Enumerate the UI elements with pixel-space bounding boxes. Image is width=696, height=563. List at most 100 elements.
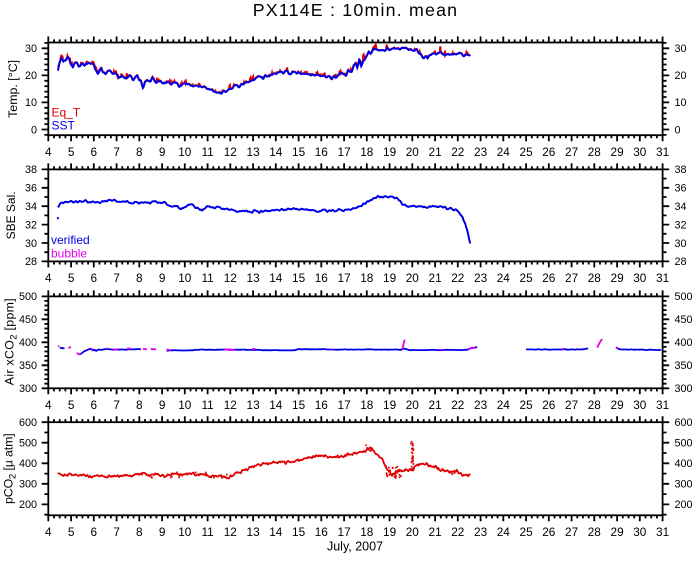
svg-text:10: 10: [25, 97, 37, 109]
svg-text:500: 500: [675, 438, 693, 450]
svg-text:29: 29: [611, 145, 624, 159]
svg-text:36: 36: [25, 183, 37, 195]
svg-text:19: 19: [383, 398, 396, 412]
svg-text:18: 18: [360, 145, 374, 159]
svg-text:200: 200: [675, 499, 693, 511]
svg-text:500: 500: [19, 438, 37, 450]
svg-text:12: 12: [224, 525, 237, 539]
svg-text:350: 350: [675, 360, 693, 372]
svg-text:8: 8: [136, 271, 143, 285]
svg-text:34: 34: [675, 201, 687, 213]
svg-text:25: 25: [520, 398, 534, 412]
svg-text:26: 26: [542, 398, 556, 412]
svg-text:30: 30: [633, 525, 647, 539]
svg-text:16: 16: [315, 271, 329, 285]
svg-text:30: 30: [25, 238, 37, 250]
svg-text:32: 32: [25, 219, 37, 231]
svg-text:5: 5: [68, 398, 75, 412]
svg-text:29: 29: [611, 271, 624, 285]
svg-text:23: 23: [474, 525, 488, 539]
svg-text:14: 14: [269, 398, 283, 412]
svg-text:17: 17: [338, 398, 351, 412]
svg-text:27: 27: [565, 271, 578, 285]
svg-text:8: 8: [136, 525, 143, 539]
svg-text:20: 20: [675, 70, 687, 82]
svg-text:9: 9: [159, 398, 166, 412]
svg-text:26: 26: [542, 271, 556, 285]
svg-text:25: 25: [520, 271, 534, 285]
svg-text:400: 400: [19, 458, 37, 470]
svg-text:13: 13: [247, 525, 261, 539]
svg-text:17: 17: [338, 145, 351, 159]
svg-text:28: 28: [588, 525, 602, 539]
svg-text:22: 22: [451, 525, 464, 539]
svg-text:11: 11: [201, 145, 213, 159]
svg-text:24: 24: [497, 145, 511, 159]
svg-text:13: 13: [247, 398, 261, 412]
svg-text:200: 200: [19, 499, 37, 511]
svg-text:20: 20: [406, 145, 420, 159]
svg-text:350: 350: [19, 360, 37, 372]
svg-text:10: 10: [178, 271, 192, 285]
svg-text:6: 6: [91, 145, 98, 159]
svg-text:bubble: bubble: [51, 246, 87, 260]
svg-text:13: 13: [247, 145, 261, 159]
svg-text:28: 28: [675, 256, 687, 268]
svg-text:450: 450: [675, 314, 693, 326]
svg-text:400: 400: [675, 337, 693, 349]
svg-text:27: 27: [565, 525, 578, 539]
svg-text:4: 4: [45, 525, 52, 539]
svg-text:500: 500: [19, 291, 37, 303]
svg-text:6: 6: [91, 525, 98, 539]
svg-text:SBE Sal.: SBE Sal.: [4, 191, 18, 239]
svg-text:July, 2007: July, 2007: [327, 540, 383, 554]
svg-text:9: 9: [159, 271, 166, 285]
svg-text:22: 22: [451, 271, 464, 285]
svg-text:4: 4: [45, 145, 52, 159]
svg-text:17: 17: [338, 525, 351, 539]
svg-text:36: 36: [675, 183, 687, 195]
svg-text:18: 18: [360, 271, 374, 285]
svg-text:600: 600: [675, 417, 693, 429]
svg-text:12: 12: [224, 271, 237, 285]
svg-text:Air xCO2 [ppm]: Air xCO2 [ppm]: [3, 298, 20, 385]
svg-text:18: 18: [360, 398, 374, 412]
svg-text:34: 34: [25, 201, 37, 213]
svg-text:15: 15: [292, 271, 306, 285]
svg-text:31: 31: [656, 271, 669, 285]
svg-text:400: 400: [675, 458, 693, 470]
svg-text:4: 4: [45, 271, 52, 285]
svg-text:12: 12: [224, 398, 237, 412]
svg-text:9: 9: [159, 525, 166, 539]
svg-text:13: 13: [247, 271, 261, 285]
svg-text:30: 30: [675, 43, 687, 55]
svg-text:400: 400: [19, 337, 37, 349]
svg-text:23: 23: [474, 271, 488, 285]
svg-text:verified: verified: [51, 233, 90, 247]
svg-text:10: 10: [178, 398, 192, 412]
svg-text:26: 26: [542, 145, 556, 159]
svg-text:30: 30: [633, 398, 647, 412]
svg-text:27: 27: [565, 145, 578, 159]
svg-text:20: 20: [406, 525, 420, 539]
svg-text:20: 20: [406, 271, 420, 285]
svg-text:7: 7: [113, 525, 120, 539]
svg-text:7: 7: [113, 271, 120, 285]
svg-text:38: 38: [25, 164, 37, 176]
svg-text:21: 21: [429, 398, 442, 412]
svg-text:11: 11: [201, 398, 213, 412]
svg-text:24: 24: [497, 525, 511, 539]
svg-text:5: 5: [68, 525, 75, 539]
svg-text:6: 6: [91, 271, 98, 285]
svg-text:500: 500: [675, 291, 693, 303]
svg-text:12: 12: [224, 145, 237, 159]
svg-text:11: 11: [201, 525, 213, 539]
svg-text:28: 28: [588, 271, 602, 285]
svg-text:20: 20: [25, 70, 37, 82]
svg-text:Eq_T: Eq_T: [52, 105, 81, 119]
svg-text:17: 17: [338, 271, 351, 285]
svg-text:30: 30: [25, 43, 37, 55]
svg-text:Temp. [°C]: Temp. [°C]: [6, 60, 20, 118]
svg-text:19: 19: [383, 271, 396, 285]
svg-text:PX114E : 10min. mean: PX114E : 10min. mean: [253, 0, 459, 20]
